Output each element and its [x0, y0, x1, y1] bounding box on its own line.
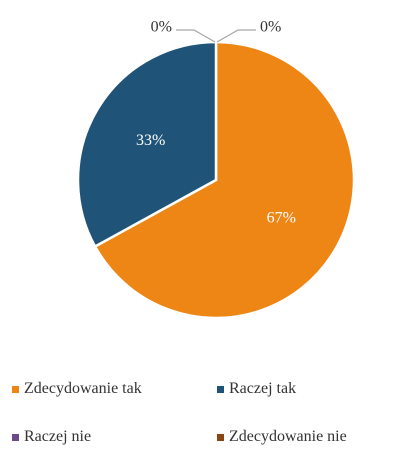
legend-item-zdecydowanie-tak: Zdecydowanie tak — [12, 380, 142, 398]
data-label-zdecydowanie-nie: 0% — [260, 19, 281, 36]
leader-line-raczej-nie — [176, 29, 216, 43]
pie-slice-zdecydowanie-tak — [93, 40, 356, 320]
legend-swatch — [217, 433, 224, 441]
pie-chart: 67% 33% 0% 0% — [76, 19, 356, 320]
legend-item-raczej-tak: Raczej tak — [217, 380, 296, 398]
data-label-zdecydowanie-tak: 67% — [267, 209, 296, 226]
legend-label: Zdecydowanie tak — [24, 380, 142, 397]
legend-label: Raczej nie — [24, 428, 92, 445]
data-label-raczej-nie: 0% — [151, 19, 172, 36]
legend-swatch — [12, 385, 19, 393]
data-label-raczej-tak: 33% — [136, 132, 165, 149]
chart-legend: Zdecydowanie tak Raczej tak Raczej nie Z… — [0, 372, 394, 452]
legend-item-zdecydowanie-nie: Zdecydowanie nie — [217, 428, 347, 446]
legend-label: Raczej tak — [229, 380, 297, 397]
legend-swatch — [217, 385, 224, 393]
legend-label: Zdecydowanie nie — [229, 428, 347, 445]
legend-item-raczej-nie: Raczej nie — [12, 428, 91, 446]
pie-slice-raczej-tak — [76, 40, 218, 249]
pie-chart-svg: 67% 33% 0% 0% — [76, 19, 356, 320]
leader-line-zdecydowanie-nie — [216, 29, 256, 43]
legend-swatch — [12, 433, 19, 441]
